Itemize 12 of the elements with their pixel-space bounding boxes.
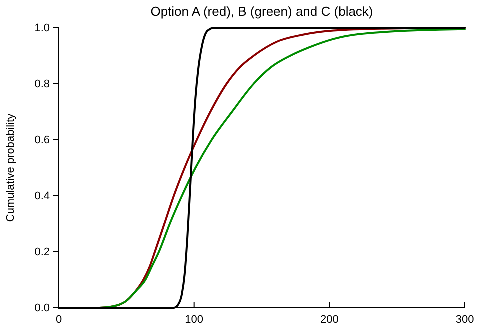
chart-title: Option A (red), B (green) and C (black) <box>150 4 374 19</box>
x-tick-label: 300 <box>456 314 474 326</box>
y-tick-label: 0.2 <box>34 246 50 259</box>
x-tick-label: 100 <box>185 314 204 326</box>
y-tick-label: 1.0 <box>34 22 50 35</box>
y-tick-label: 0.0 <box>34 302 50 315</box>
y-tick-label: 0.4 <box>34 190 50 203</box>
x-tick-label: 200 <box>320 314 339 326</box>
y-axis-title: Cumulative probability <box>5 113 17 222</box>
y-tick-label: 0.6 <box>34 134 50 147</box>
y-tick-label: 0.8 <box>34 78 50 91</box>
x-tick-label: 0 <box>56 314 62 326</box>
